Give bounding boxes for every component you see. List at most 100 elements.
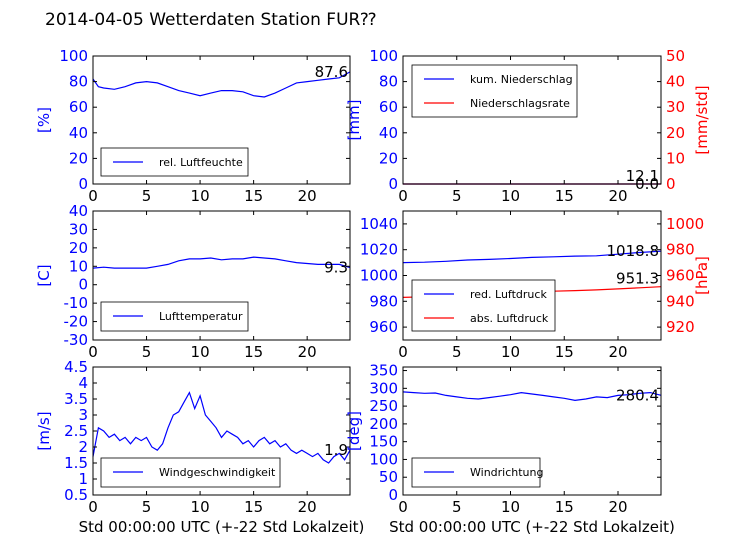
x-tick-label: 20 bbox=[298, 187, 317, 205]
y-tick-label: 0 bbox=[388, 486, 398, 504]
y-tick-label: 2 bbox=[78, 438, 88, 456]
x-tick-label: 10 bbox=[191, 343, 210, 361]
y2-tick-label: 30 bbox=[666, 98, 685, 116]
y-axis-label: [%] bbox=[35, 107, 53, 133]
y-tick-label: 980 bbox=[369, 292, 398, 310]
y-tick-label: 1.5 bbox=[64, 454, 88, 472]
axes-frame bbox=[92, 210, 351, 341]
chart-panel-pressure: 0 5 10 15 20 960 980 1000 1020 1040 920 940 960 980 10… bbox=[360, 210, 711, 361]
series-line-windspeed-0 bbox=[92, 391, 351, 464]
y-tick-label: 30 bbox=[69, 220, 88, 238]
x-tick-label: 5 bbox=[142, 343, 152, 361]
y-tick-label: 0 bbox=[78, 175, 88, 193]
x-tick-label: 15 bbox=[244, 343, 263, 361]
y-tick-label: 150 bbox=[369, 433, 398, 451]
x-tick-label: 20 bbox=[608, 343, 627, 361]
x-tick-label: 5 bbox=[452, 343, 462, 361]
y-tick-label: 1000 bbox=[360, 267, 398, 285]
x-tick-label: 20 bbox=[298, 498, 317, 516]
x-tick-label: 10 bbox=[191, 187, 210, 205]
legend: Windgeschwindigkeit bbox=[100, 457, 281, 488]
x-tick-label: 15 bbox=[555, 343, 574, 361]
legend-entry-label: red. Luftdruck bbox=[470, 288, 547, 301]
y-tick-label: 40 bbox=[69, 202, 88, 220]
y-tick-label: 40 bbox=[69, 124, 88, 142]
x-tick-label: 0 bbox=[398, 187, 408, 205]
y-tick-label: 80 bbox=[379, 73, 398, 91]
axes-frame bbox=[92, 55, 351, 185]
x-tick-label: 10 bbox=[501, 343, 520, 361]
last-value-label: 9.3 bbox=[324, 259, 348, 277]
y-tick-label: -20 bbox=[64, 313, 89, 331]
second-value-label: 951.3 bbox=[616, 270, 659, 288]
y-tick-label: 20 bbox=[69, 239, 88, 257]
series-line-pressure-0 bbox=[402, 250, 662, 264]
x-tick-label: 20 bbox=[608, 498, 627, 516]
legend: Windrichtung bbox=[411, 457, 543, 488]
y-tick-label: -30 bbox=[64, 331, 89, 349]
x-tick-label: 0 bbox=[88, 343, 98, 361]
y-axis-label: [mm] bbox=[345, 100, 363, 141]
x-tick-label: 10 bbox=[501, 187, 520, 205]
chart-panel-humidity: 0 5 10 15 20 0 20 40 60 80 100 [%] 87.6 rel. Luftfeuc… bbox=[35, 47, 351, 205]
legend-entry-label: Niederschlagsrate bbox=[470, 97, 570, 110]
y-tick-label: 80 bbox=[69, 73, 88, 91]
y2-tick-label: 980 bbox=[666, 241, 695, 259]
y-tick-label: 4.5 bbox=[64, 358, 88, 376]
y-axis-label: [deg] bbox=[345, 411, 363, 451]
x-tick-label: 15 bbox=[555, 498, 574, 516]
x-tick-label: 10 bbox=[191, 498, 210, 516]
x-tick-label: 5 bbox=[142, 187, 152, 205]
y2-tick-label: 20 bbox=[666, 124, 685, 142]
y2-tick-label: 1000 bbox=[666, 215, 704, 233]
chart-panel-winddir: 0 5 10 15 20050100150200250300350[deg]280.4W… bbox=[345, 362, 662, 516]
y-tick-label: 20 bbox=[379, 149, 398, 167]
x-tick-label: 15 bbox=[244, 498, 263, 516]
y2-tick-label: 40 bbox=[666, 73, 685, 91]
y-tick-label: 40 bbox=[379, 124, 398, 142]
x-tick-label: 5 bbox=[142, 498, 152, 516]
legend-entry-label: Windrichtung bbox=[470, 466, 543, 479]
x-axis-label: Std 00:00:00 UTC (+-22 Std Lokalzeit) bbox=[389, 518, 675, 536]
y-tick-label: 0 bbox=[388, 175, 398, 193]
last-value-label: 0.0 bbox=[635, 175, 659, 193]
y-tick-label: 3.5 bbox=[64, 390, 88, 408]
y2-tick-label: 50 bbox=[666, 47, 685, 65]
legend-entry-label: kum. Niederschlag bbox=[470, 73, 573, 86]
y-tick-label: 1020 bbox=[360, 241, 398, 259]
figure-title: 2014-04-05 Wetterdaten Station FUR⁇ bbox=[45, 10, 377, 30]
y2-tick-label: 920 bbox=[666, 318, 695, 336]
legend-entry-label: rel. Luftfeuchte bbox=[159, 156, 243, 169]
x-tick-label: 0 bbox=[88, 187, 98, 205]
second-value-label: 12.1 bbox=[626, 167, 659, 185]
y2-tick-label: 0 bbox=[666, 175, 676, 193]
x-tick-label: 5 bbox=[452, 498, 462, 516]
chart-panel-precip: 0 5 10 15 20 0 20 40 60 80 100 0 10 20 30 40 50 [mm] [mm/s… bbox=[345, 47, 711, 205]
axes-frame bbox=[402, 55, 662, 185]
x-tick-label: 15 bbox=[244, 187, 263, 205]
chart-panel-windspeed: 0 5 10 15 20 0.511.522.533.544.5 [m/s] 1.9 Windg… bbox=[35, 358, 351, 516]
x-tick-label: 20 bbox=[298, 343, 317, 361]
y-tick-label: 3 bbox=[78, 406, 88, 424]
last-value-label: 280.4 bbox=[616, 386, 659, 404]
y-tick-label: 350 bbox=[369, 362, 398, 380]
y-tick-label: 100 bbox=[59, 47, 88, 65]
x-tick-label: 10 bbox=[501, 498, 520, 516]
y-tick-label: 10 bbox=[69, 257, 88, 275]
y-tick-label: 960 bbox=[369, 318, 398, 336]
y-tick-label: 1 bbox=[78, 470, 88, 488]
x-tick-label: 15 bbox=[555, 187, 574, 205]
y-tick-label: 60 bbox=[69, 98, 88, 116]
y-tick-label: 20 bbox=[69, 149, 88, 167]
y-tick-label: 0.5 bbox=[64, 486, 88, 504]
x-tick-label: 0 bbox=[88, 498, 98, 516]
legend-entry-label: abs. Luftdruck bbox=[470, 312, 549, 325]
y-tick-label: 100 bbox=[369, 450, 398, 468]
last-value-label: 1018.8 bbox=[607, 242, 660, 260]
y-tick-label: -10 bbox=[64, 294, 89, 312]
last-value-label: 1.9 bbox=[324, 441, 348, 459]
axes-frame bbox=[402, 366, 662, 496]
y-tick-label: 2.5 bbox=[64, 422, 88, 440]
